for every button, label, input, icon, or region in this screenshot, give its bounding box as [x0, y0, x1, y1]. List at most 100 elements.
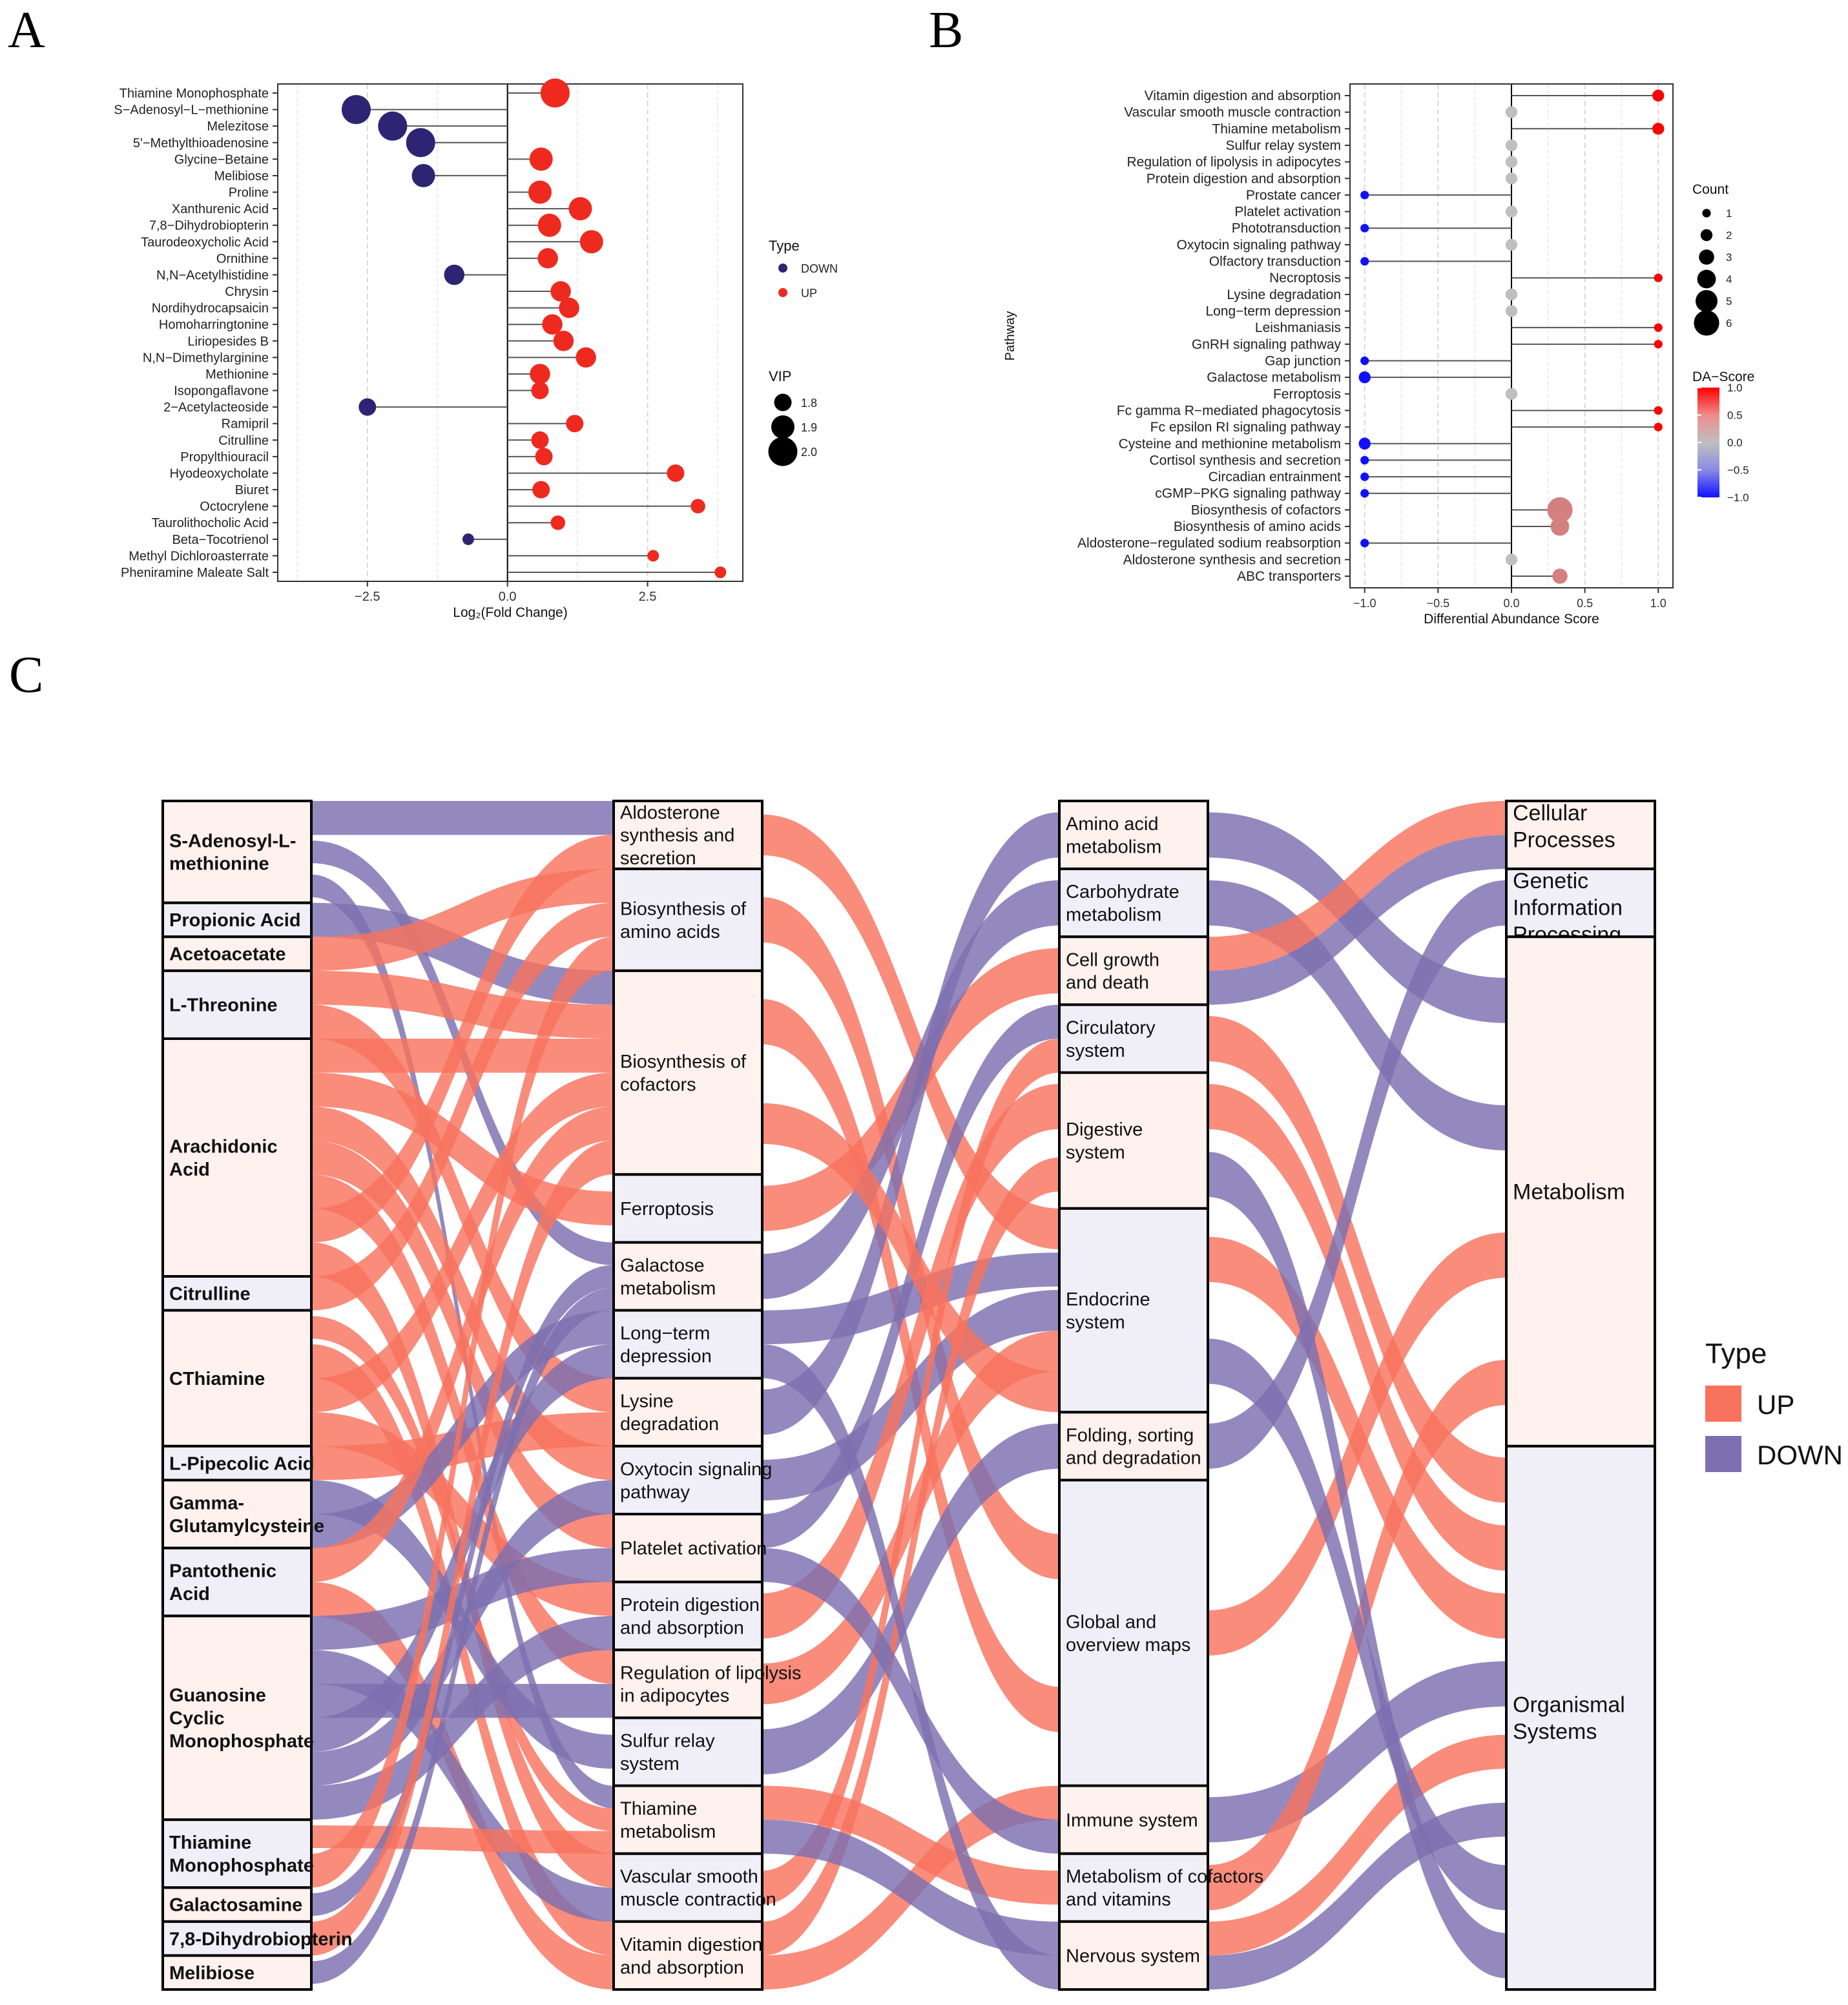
a-legend-type-swatch	[778, 264, 787, 273]
b-point	[1505, 388, 1518, 400]
sankey-node-box	[1058, 1003, 1209, 1074]
b-ytick-label: Fc gamma R−mediated phagocytosis	[1117, 403, 1341, 418]
sankey-node-label: Aldosterone	[620, 802, 720, 823]
b-xtick-label: −1.0	[1353, 597, 1376, 610]
b-point	[1654, 406, 1663, 415]
sankey-node-label: and absorption	[620, 1618, 744, 1639]
a-ytick-label: Melezitose	[207, 119, 269, 134]
sankey-node-label: muscle contraction	[620, 1889, 776, 1910]
b-point	[1360, 489, 1369, 498]
a-ytick-label: Methionine	[205, 368, 269, 382]
a-ytick-label: S−Adenosyl−L−methionine	[114, 103, 269, 118]
a-point	[550, 281, 571, 302]
sankey-node: L-Pipecolic Acid	[161, 1444, 315, 1482]
sankey-node-box	[612, 1444, 763, 1516]
b-ytick-label: Cysteine and methionine metabolism	[1119, 437, 1341, 452]
sankey-node-box	[1058, 935, 1209, 1006]
sankey-node-label: Circulatory	[1066, 1017, 1156, 1038]
sankey-flow-1-2	[311, 1316, 614, 1831]
sankey-node-label: Processes	[1513, 827, 1615, 852]
b-ytick-label: Biosynthesis of amino acids	[1174, 519, 1341, 534]
b-ytick-label: Gap junction	[1265, 353, 1341, 368]
sankey-node-label: Galactose	[620, 1255, 705, 1276]
b-ytick-label: Ferroptosis	[1273, 387, 1341, 402]
sankey-node-label: cofactors	[620, 1074, 696, 1095]
sankey-node-label: Vitamin digestion	[620, 1935, 762, 1955]
a-point	[532, 481, 550, 499]
sankey-node-box	[161, 800, 313, 904]
sankey-node-label: metabolism	[1066, 836, 1161, 857]
a-ytick-label: Taurodeoxycholic Acid	[141, 235, 269, 249]
sankey-flow-3-4	[1208, 1084, 1506, 1571]
sankey-flow-1-2	[311, 1287, 614, 1984]
sankey-flow-1-2	[311, 1140, 614, 1956]
b-legend-count-title: Count	[1692, 182, 1729, 197]
b-ylabel: Pathway	[1003, 311, 1017, 361]
a-point	[537, 248, 558, 269]
a-ytick-label: 2−Acetylacteoside	[163, 400, 269, 415]
sankey-flow-2-3	[762, 1039, 1059, 1905]
b-ytick-label: Leishmaniasis	[1255, 320, 1341, 335]
sankey-flow-1-2	[311, 1412, 614, 1480]
sankey-node: S-Adenosyl-L-methionine	[161, 800, 313, 904]
sankey-node-label: Ferroptosis	[620, 1199, 714, 1220]
sankey-node-label: Folding, sorting	[1066, 1425, 1194, 1446]
a-point	[530, 364, 550, 384]
sankey-node-label: Vascular smooth	[620, 1867, 758, 1887]
a-point	[667, 464, 685, 482]
sankey-node-label: Biosynthesis of	[620, 899, 747, 919]
b-ytick-label: Thiamine metabolism	[1212, 121, 1341, 136]
b-legend-da-label: −1.0	[1727, 492, 1749, 504]
sankey-node-box	[161, 1546, 313, 1617]
sankey-flow-1-2	[311, 1265, 614, 1917]
sankey-node-box	[612, 1581, 763, 1652]
sankey-node-label: Amino acid	[1066, 814, 1158, 835]
sankey-flow-3-4	[1208, 835, 1506, 1005]
sankey-node-label: depression	[620, 1346, 712, 1367]
b-point	[1654, 323, 1663, 332]
sankey-node-label: Long−term	[620, 1324, 710, 1344]
panel-b-label: B	[929, 2, 964, 59]
sankey-node-label: Platelet activation	[620, 1539, 767, 1559]
b-ytick-label: Long−term depression	[1205, 304, 1341, 319]
panel-a-label: A	[8, 2, 45, 59]
b-ytick-label: Phototransduction	[1232, 221, 1341, 236]
b-point	[1654, 340, 1663, 349]
sankey-node-label: S-Adenosyl-L-	[169, 831, 296, 851]
b-ytick-label: GnRH signaling pathway	[1192, 337, 1342, 352]
a-xlabel: Log₂(Fold Change)	[453, 605, 567, 620]
a-legend-vip-swatch	[771, 415, 794, 439]
sankey-node-label: metabolism	[620, 1278, 716, 1299]
a-ytick-label: Hyodeoxycholate	[170, 466, 269, 481]
a-point	[566, 415, 584, 433]
sankey-node-label: Galactosamine	[169, 1895, 302, 1916]
a-ytick-label: Chrysin	[225, 285, 269, 299]
sankey-flow-3-4	[1208, 1016, 1506, 1503]
sankey-node-label: Protein digestion	[620, 1595, 760, 1615]
b-point	[1505, 106, 1518, 118]
a-ytick-label: Homoharringtonine	[159, 318, 269, 332]
sankey-node-label: L-Pipecolic Acid	[169, 1453, 315, 1474]
sankey-node-box	[161, 969, 313, 1041]
sankey-flow-1-2	[311, 937, 614, 1888]
a-point	[537, 213, 561, 237]
a-point	[528, 180, 552, 204]
b-point	[1360, 455, 1369, 465]
b-ytick-label: Aldosterone−regulated sodium reabsorptio…	[1077, 536, 1341, 551]
sankey-node-box	[1058, 1411, 1209, 1482]
b-legend-count-label: 3	[1726, 251, 1732, 264]
a-legend-vip-label: 1.8	[801, 397, 817, 410]
chart-c: S-Adenosyl-L-methionine Propionic Acid Ace…	[161, 800, 1843, 1991]
a-point	[341, 95, 371, 125]
a-point	[540, 78, 570, 108]
sankey-node: Citrulline	[161, 1275, 313, 1312]
sankey-node-label: Endocrine	[1066, 1289, 1150, 1310]
b-ytick-label: Necroptosis	[1269, 271, 1341, 286]
sankey-node-label: L-Threonine	[169, 995, 278, 1016]
b-xtick-label: −0.5	[1427, 597, 1450, 610]
